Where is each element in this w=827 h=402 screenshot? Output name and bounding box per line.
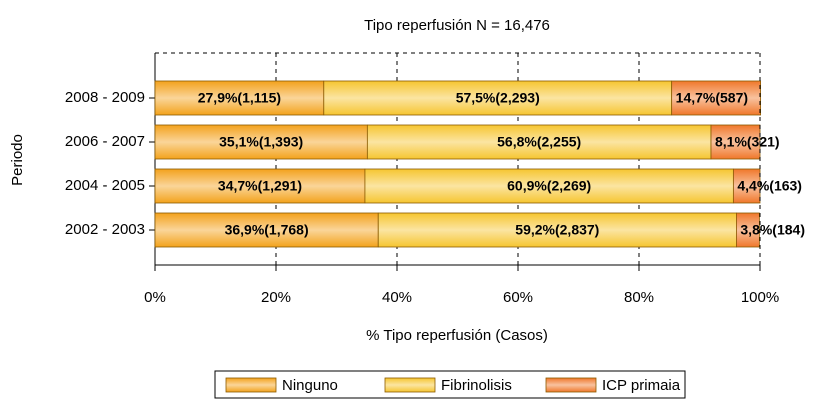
data-label: 60,9%(2,269) — [507, 178, 591, 194]
x-tick-label: 100% — [741, 289, 779, 306]
data-label: 14,7%(587) — [676, 90, 748, 106]
bar-segment — [364, 168, 734, 204]
data-label: 34,7%(1,291) — [218, 178, 302, 194]
legend-box — [214, 370, 686, 399]
bar-segment — [671, 80, 762, 116]
x-axis-label: % Tipo reperfusión (Casos) — [366, 327, 548, 344]
legend-label: Ninguno — [282, 377, 338, 394]
chart-title: Tipo reperfusión N = 16,476 — [364, 17, 550, 34]
x-tick-label: 60% — [503, 289, 533, 306]
bar-segment — [323, 80, 673, 116]
data-label: 35,1%(1,393) — [219, 134, 303, 150]
bar-segment — [366, 124, 712, 160]
y-tick-label: 2002 - 2003 — [65, 221, 145, 238]
legend-label: Fibrinolisis — [441, 377, 512, 394]
bar-segment — [154, 168, 366, 204]
y-tick-label: 2008 - 2009 — [65, 89, 145, 106]
data-label: 3,8%(184) — [740, 222, 805, 238]
bar-segment — [154, 124, 368, 160]
bar-segment — [377, 212, 737, 248]
legend-swatch — [225, 377, 277, 393]
data-label: 57,5%(2,293) — [456, 90, 540, 106]
y-tick-label: 2004 - 2005 — [65, 177, 145, 194]
bar-segment — [154, 212, 379, 248]
legend-swatch — [545, 377, 597, 393]
y-axis-label: Periodo — [9, 134, 26, 186]
x-tick-label: 80% — [624, 289, 654, 306]
data-label: 4,4%(163) — [737, 178, 802, 194]
x-tick-label: 0% — [144, 289, 166, 306]
legend-swatch — [384, 377, 436, 393]
data-label: 56,8%(2,255) — [497, 134, 581, 150]
data-label: 8,1%(321) — [715, 134, 780, 150]
y-tick-label: 2006 - 2007 — [65, 133, 145, 150]
x-tick-label: 20% — [261, 289, 291, 306]
data-label: 27,9%(1,115) — [198, 90, 281, 106]
data-label: 59,2%(2,837) — [515, 222, 599, 238]
bar-segment — [732, 168, 761, 204]
bar-segment — [736, 212, 760, 248]
data-label: 36,9%(1,768) — [225, 222, 309, 238]
legend-label: ICP primaia — [602, 377, 681, 394]
x-tick-label: 40% — [382, 289, 412, 306]
